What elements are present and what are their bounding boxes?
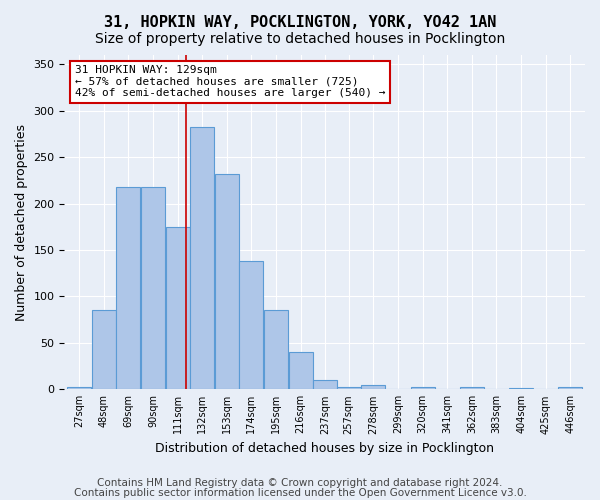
Bar <box>410 386 434 390</box>
Bar <box>559 388 583 390</box>
Bar <box>289 352 313 390</box>
Text: 31 HOPKIN WAY: 129sqm
← 57% of detached houses are smaller (725)
42% of semi-det: 31 HOPKIN WAY: 129sqm ← 57% of detached … <box>75 65 385 98</box>
Bar <box>460 386 484 390</box>
Text: Contains HM Land Registry data © Crown copyright and database right 2024.: Contains HM Land Registry data © Crown c… <box>97 478 503 488</box>
Bar <box>337 386 361 390</box>
Bar <box>509 388 533 390</box>
Bar <box>313 380 337 390</box>
Y-axis label: Number of detached properties: Number of detached properties <box>15 124 28 320</box>
Bar <box>264 310 288 390</box>
Bar <box>361 384 385 390</box>
Bar <box>190 126 214 390</box>
X-axis label: Distribution of detached houses by size in Pocklington: Distribution of detached houses by size … <box>155 442 494 455</box>
Bar <box>141 187 165 390</box>
Text: Contains public sector information licensed under the Open Government Licence v3: Contains public sector information licen… <box>74 488 526 498</box>
Bar <box>92 310 116 390</box>
Bar <box>116 187 140 390</box>
Text: Size of property relative to detached houses in Pocklington: Size of property relative to detached ho… <box>95 32 505 46</box>
Bar <box>67 386 91 390</box>
Bar <box>239 261 263 390</box>
Bar <box>166 227 190 390</box>
Bar <box>215 174 239 390</box>
Text: 31, HOPKIN WAY, POCKLINGTON, YORK, YO42 1AN: 31, HOPKIN WAY, POCKLINGTON, YORK, YO42 … <box>104 15 496 30</box>
